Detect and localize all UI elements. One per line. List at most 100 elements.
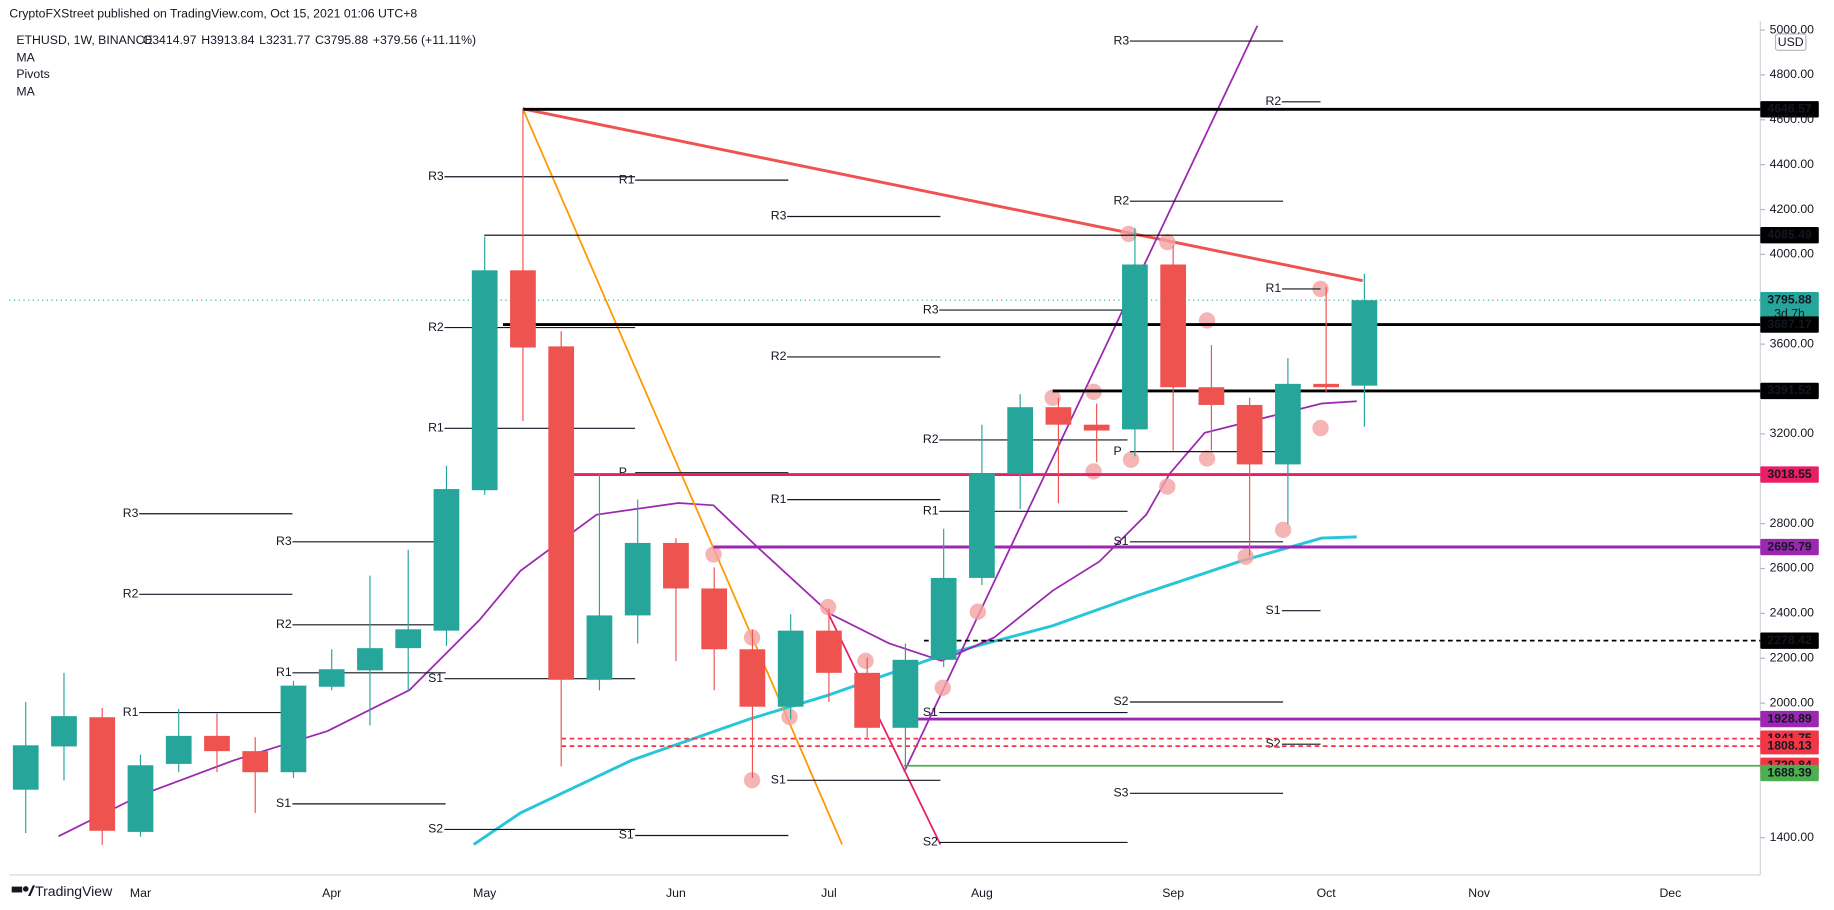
ohlc-value: L3231.77: [259, 33, 310, 47]
y-tick-label: 3600.00: [1770, 336, 1815, 350]
level-label: 3018.55: [1767, 467, 1812, 481]
pivot-label: P: [1114, 444, 1122, 458]
pivot-label: S1: [276, 796, 291, 810]
candle-body: [1160, 264, 1187, 388]
brand-logo: [11, 885, 36, 896]
pivot-label: S2: [923, 835, 938, 849]
x-tick-label: Sep: [1162, 886, 1184, 900]
indicator: MA: [16, 85, 35, 99]
y-tick-label: 2200.00: [1770, 650, 1815, 664]
level-label-box: [1760, 737, 1819, 755]
candle-body: [1198, 387, 1225, 405]
candle-body: [280, 685, 307, 773]
candle-body: [663, 542, 689, 589]
pivot-label: R1: [923, 504, 939, 518]
candle-body: [624, 542, 651, 616]
level-label: 3687.17: [1767, 317, 1812, 331]
x-tick-label: Jun: [666, 886, 686, 900]
y-tick-label: 5000.00: [1770, 22, 1815, 36]
candle-body: [1351, 300, 1378, 386]
candle-body: [1122, 264, 1148, 430]
indicator: Pivots: [16, 67, 49, 81]
symbol: ETHUSD, 1W, BINANCE: [16, 33, 152, 47]
candle-body: [1083, 424, 1110, 431]
pivot-label: S1: [923, 705, 938, 719]
x-tick-label: Mar: [130, 886, 151, 900]
pivot-label: R2: [123, 587, 139, 601]
level-label-box: [1760, 632, 1819, 649]
pivot-label: P: [619, 465, 627, 479]
currency: USD: [1778, 35, 1804, 49]
level-label-box: [1760, 316, 1819, 333]
candle-body: [1045, 407, 1072, 425]
candle-body: [471, 270, 498, 491]
x-tick-label: Aug: [971, 886, 993, 900]
candle-body: [165, 735, 192, 764]
y-tick-label: 4400.00: [1770, 157, 1815, 171]
pivot-label: S3: [1114, 786, 1129, 800]
y-tick-label: 3200.00: [1770, 426, 1815, 440]
pivot-label: R1: [276, 665, 292, 679]
level-label: 2278.42: [1767, 633, 1812, 647]
indicator: MA: [16, 51, 35, 65]
level-label: 3795.88: [1767, 292, 1812, 306]
currency-box[interactable]: [1774, 33, 1807, 51]
level-label: 1808.13: [1767, 738, 1812, 752]
candle-body: [777, 630, 804, 707]
pivot-label: R1: [619, 172, 635, 186]
level-label-box: [1760, 292, 1819, 323]
pivot-label: S1: [619, 828, 634, 842]
level-label-box: [1760, 710, 1819, 728]
pivot-label: R1: [428, 421, 444, 435]
y-tick-label: 2600.00: [1770, 561, 1815, 575]
candle-body: [548, 346, 575, 680]
pivot-label: R1: [1266, 281, 1282, 295]
pivot-label: R3: [771, 209, 787, 223]
pivot-label: R3: [923, 302, 939, 316]
x-tick-label: Nov: [1468, 886, 1491, 900]
candle-body: [433, 489, 460, 631]
pivot-label: R2: [276, 617, 292, 631]
x-tick-label: Oct: [1317, 886, 1337, 900]
pivot-label: R3: [1114, 33, 1130, 47]
y-tick-label: 1400.00: [1770, 830, 1815, 844]
candle-body: [1313, 383, 1340, 388]
candle-body: [1236, 404, 1263, 465]
brand: TradingView: [35, 883, 113, 899]
x-tick-label: Dec: [1659, 886, 1681, 900]
y-tick-label: 4800.00: [1770, 67, 1815, 81]
candle-body: [854, 672, 881, 728]
ohlc-legend: O3414.97 H3913.84 L3231.77 C3795.88 +379.56 …: [143, 33, 476, 47]
candle-body: [318, 669, 345, 687]
publisher: CryptoFXStreet published on TradingView.…: [9, 6, 417, 20]
candle-body: [892, 659, 919, 728]
pivot-label: S2: [428, 822, 443, 836]
candle-body: [51, 716, 77, 747]
y-tick-label: 4200.00: [1770, 202, 1815, 216]
level-label-box: [1760, 764, 1819, 782]
y-tick-label: 2000.00: [1770, 695, 1815, 709]
ohlc-value: O3414.97: [143, 33, 197, 47]
pivot-label: R2: [923, 432, 939, 446]
candle-body: [586, 615, 613, 680]
level-label: 1928.89: [1767, 711, 1812, 725]
pivot-label: R2: [1266, 94, 1282, 108]
candle-body: [816, 630, 842, 673]
pivot-label: R1: [771, 492, 787, 506]
level-label-box: [1760, 538, 1819, 556]
level-label-box: [1760, 101, 1819, 118]
level-label: 4085.49: [1767, 227, 1812, 241]
y-tick-label: 4000.00: [1770, 247, 1815, 261]
pivot-label: R3: [123, 506, 139, 520]
pivot-label: S1: [771, 773, 786, 787]
candle-body: [89, 717, 116, 831]
candle-body: [204, 735, 230, 752]
y-tick-label: 2400.00: [1770, 606, 1815, 620]
y-tick-label: 4600.00: [1770, 112, 1815, 126]
pivot-label: S2: [1114, 694, 1129, 708]
level-label: 1688.39: [1767, 765, 1812, 779]
candle-body: [701, 588, 728, 650]
candle-body: [12, 745, 39, 790]
